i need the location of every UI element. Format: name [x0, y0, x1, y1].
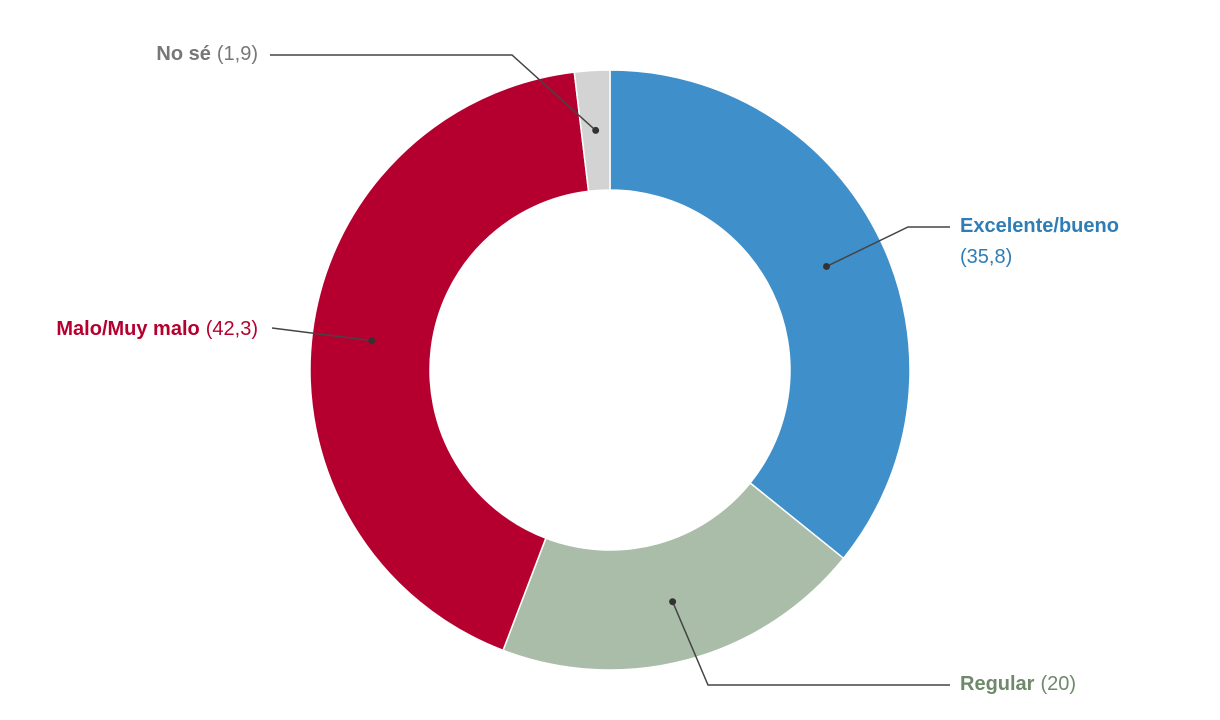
leader-line [271, 327, 372, 342]
leader-dot [592, 126, 600, 134]
slice-label: Excelente/bueno (35,8) [960, 215, 1119, 268]
leader-line [270, 54, 597, 131]
label-value: (35,8) [960, 246, 1012, 268]
leader-line [671, 601, 950, 686]
leader-line [826, 226, 950, 268]
label-name: No sé [156, 43, 210, 65]
donut-segment [573, 69, 611, 193]
label-name: Malo/Muy malo [56, 318, 199, 340]
label-value: (20) [1040, 673, 1076, 695]
label-value: (1,9) [217, 43, 258, 65]
leader-dot [368, 337, 376, 345]
label-value: (42,3) [206, 318, 258, 340]
donut-segment [502, 481, 845, 671]
slice-label: Malo/Muy malo (42,3) [56, 318, 258, 340]
donut-segment [609, 69, 911, 560]
slice-label: Regular (20) [960, 673, 1076, 695]
leader-dot [669, 598, 677, 606]
slice-label: No sé (1,9) [156, 43, 258, 65]
label-name: Regular [960, 673, 1035, 695]
leader-dot [823, 262, 831, 270]
donut-segment [309, 71, 590, 652]
label-name: Excelente/bueno [960, 215, 1119, 237]
